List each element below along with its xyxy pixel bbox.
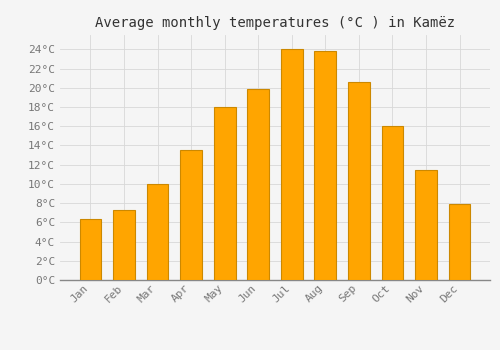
Bar [314, 51, 336, 280]
Title: Average monthly temperatures (°C ) in Kamëz: Average monthly temperatures (°C ) in Ka… [95, 16, 455, 30]
Bar [382, 126, 404, 280]
Bar [146, 184, 169, 280]
Bar [80, 218, 102, 280]
Bar [348, 82, 370, 280]
Bar [180, 150, 202, 280]
Bar [415, 169, 437, 280]
Bar [214, 107, 236, 280]
Bar [448, 204, 470, 280]
Bar [113, 210, 135, 280]
Bar [281, 49, 302, 280]
Bar [248, 89, 269, 280]
